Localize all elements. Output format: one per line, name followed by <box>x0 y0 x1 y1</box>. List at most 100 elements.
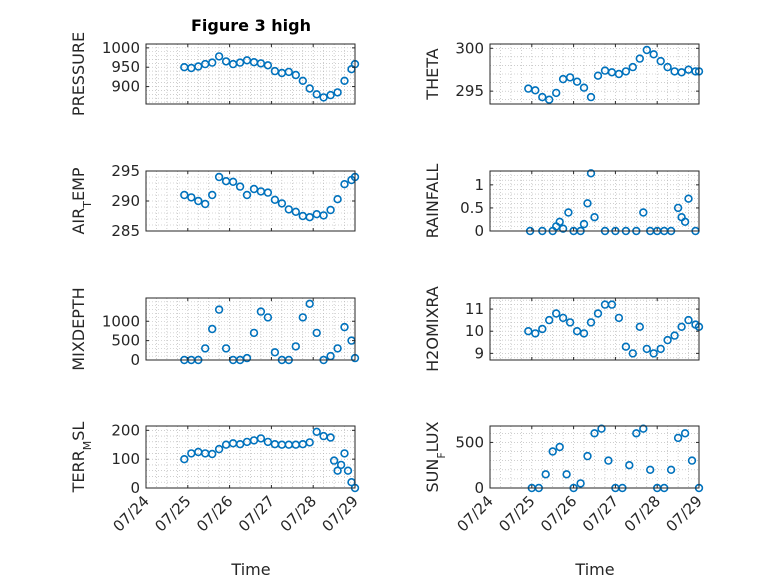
data-point <box>228 177 238 187</box>
x-tick-label: 07/26 <box>193 492 236 535</box>
data-point <box>649 349 658 358</box>
data-point <box>604 456 613 465</box>
data-point <box>333 344 342 353</box>
data-point <box>326 433 335 442</box>
data-point <box>326 205 335 215</box>
data-point <box>621 342 631 351</box>
y-tick-label: 100 <box>111 450 140 468</box>
axes-box <box>145 297 356 361</box>
y-axis-label: AIRTEMP <box>69 167 94 234</box>
data-point <box>621 67 631 76</box>
y-axis-label: RAINFALL <box>423 164 442 239</box>
y-tick-label: 295 <box>455 82 484 100</box>
data-point <box>249 328 259 338</box>
data-point <box>687 456 697 465</box>
data-point <box>201 199 210 209</box>
data-point <box>256 434 266 443</box>
data-point <box>579 219 589 229</box>
data-point <box>673 433 683 443</box>
y-tick-label: 0 <box>130 351 140 369</box>
data-point <box>305 299 314 308</box>
data-point <box>263 61 273 70</box>
data-point <box>242 190 252 200</box>
y-axis-label: H2OMIXRA <box>423 286 442 372</box>
figure-title: Figure 3 high <box>191 16 311 35</box>
axes-box <box>145 425 356 489</box>
y-tick-label: 285 <box>111 222 140 240</box>
grid-lines <box>146 171 355 231</box>
data-point <box>194 196 203 206</box>
data-point <box>642 344 651 354</box>
data-point <box>579 329 589 338</box>
subplot-h2omixra: 9 10 11 H2OMIXRA <box>423 286 704 372</box>
data-point <box>340 449 349 458</box>
data-point <box>194 62 203 71</box>
data-point <box>555 442 564 452</box>
data-point <box>319 93 328 102</box>
data-point <box>551 309 561 318</box>
grid-lines <box>490 426 699 488</box>
data-point <box>666 465 676 474</box>
data-point <box>562 470 571 479</box>
data-point <box>565 318 575 327</box>
data-points <box>524 300 704 358</box>
data-point <box>270 195 280 205</box>
y-tick-label: 0.5 <box>460 199 484 217</box>
data-points <box>524 45 704 104</box>
y-tick-label: 9 <box>474 344 484 362</box>
y-tick-label: 500 <box>111 332 140 350</box>
data-point <box>607 300 617 309</box>
data-point <box>670 331 679 340</box>
data-point <box>333 466 342 475</box>
data-point <box>663 62 672 72</box>
y-tick-label: 0 <box>130 479 140 497</box>
x-tick-label: 07/27 <box>235 492 278 535</box>
data-point <box>684 315 693 325</box>
x-tick-label: 07/29 <box>319 492 362 535</box>
axes-box <box>489 170 700 232</box>
data-point <box>319 211 328 220</box>
data-point <box>538 324 547 334</box>
data-point <box>214 172 224 182</box>
data-point <box>656 56 665 66</box>
x-tick-label: 07/26 <box>537 492 580 535</box>
data-point <box>270 348 280 357</box>
data-point <box>214 52 224 61</box>
data-point <box>298 76 307 86</box>
data-point <box>583 451 592 461</box>
y-tick-label: 900 <box>111 78 140 96</box>
grid-lines <box>146 44 355 104</box>
x-tick-label: 07/28 <box>621 492 664 535</box>
data-point <box>680 429 690 438</box>
x-tick-label: 07/25 <box>495 492 538 535</box>
data-point <box>291 207 300 217</box>
data-point <box>586 318 596 327</box>
data-point <box>538 92 547 102</box>
y-axis-label: SUNFLUX <box>423 421 448 492</box>
x-axis-label-right: Time <box>574 560 614 579</box>
data-point <box>336 460 346 470</box>
y-tick-label: 11 <box>465 300 484 318</box>
grid-lines <box>146 298 355 360</box>
x-tick-label: 07/24 <box>454 492 497 535</box>
data-point <box>558 224 568 233</box>
x-tick-label: 07/27 <box>579 492 622 535</box>
data-point <box>201 344 210 353</box>
data-point <box>639 208 648 217</box>
y-tick-label: 950 <box>111 58 140 76</box>
data-point <box>312 427 321 436</box>
data-point <box>677 68 686 77</box>
data-point <box>291 342 300 351</box>
axes-box <box>489 43 700 105</box>
axes-box <box>489 297 700 361</box>
subplot-theta: 295 300 THETA <box>423 39 704 105</box>
data-point <box>593 71 603 80</box>
y-axis-label: MIXDEPTH <box>69 287 88 370</box>
data-point <box>635 322 644 331</box>
data-point <box>343 466 353 475</box>
subplot-air-t-emp: 285 290 295 AIRTEMP <box>69 162 360 240</box>
data-point <box>242 353 252 363</box>
data-point <box>572 77 582 86</box>
data-point <box>639 424 648 433</box>
